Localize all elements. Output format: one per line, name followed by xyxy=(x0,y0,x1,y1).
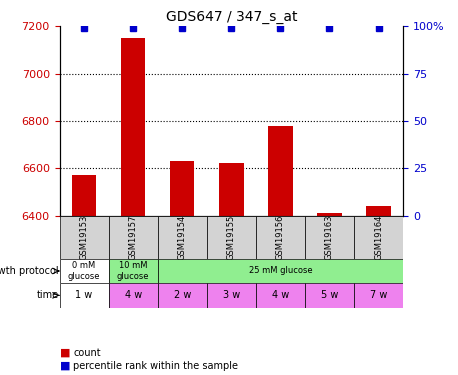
Text: 25 mM glucose: 25 mM glucose xyxy=(249,267,312,276)
Bar xyxy=(366,206,391,216)
FancyBboxPatch shape xyxy=(354,216,403,259)
FancyBboxPatch shape xyxy=(207,216,256,259)
Text: 4 w: 4 w xyxy=(125,290,142,300)
Text: GSM19153: GSM19153 xyxy=(80,214,88,260)
FancyBboxPatch shape xyxy=(109,283,158,308)
Text: 3 w: 3 w xyxy=(223,290,240,300)
Text: 0 mM
glucose: 0 mM glucose xyxy=(68,261,100,281)
Text: GSM19156: GSM19156 xyxy=(276,214,285,260)
Text: GSM19154: GSM19154 xyxy=(178,214,187,260)
Text: time: time xyxy=(37,290,59,300)
Text: ■: ■ xyxy=(60,361,70,370)
FancyBboxPatch shape xyxy=(109,216,158,259)
Text: 1 w: 1 w xyxy=(76,290,93,300)
Text: GSM19157: GSM19157 xyxy=(129,214,138,260)
Title: GDS647 / 347_s_at: GDS647 / 347_s_at xyxy=(165,10,297,24)
Bar xyxy=(72,176,96,216)
Bar xyxy=(219,164,244,216)
Bar xyxy=(170,161,195,216)
FancyBboxPatch shape xyxy=(256,216,305,259)
FancyBboxPatch shape xyxy=(60,283,109,308)
FancyBboxPatch shape xyxy=(109,259,158,283)
FancyBboxPatch shape xyxy=(60,259,109,283)
Text: 5 w: 5 w xyxy=(321,290,338,300)
Text: percentile rank within the sample: percentile rank within the sample xyxy=(73,361,238,370)
FancyBboxPatch shape xyxy=(305,216,354,259)
Text: count: count xyxy=(73,348,101,357)
FancyBboxPatch shape xyxy=(158,283,207,308)
FancyBboxPatch shape xyxy=(60,216,109,259)
Text: GSM19164: GSM19164 xyxy=(374,214,383,260)
Bar xyxy=(268,126,293,216)
FancyBboxPatch shape xyxy=(207,283,256,308)
Bar xyxy=(317,213,342,216)
Text: ■: ■ xyxy=(60,348,70,357)
FancyBboxPatch shape xyxy=(354,283,403,308)
Text: 10 mM
glucose: 10 mM glucose xyxy=(117,261,149,281)
Text: GSM19163: GSM19163 xyxy=(325,214,334,260)
FancyBboxPatch shape xyxy=(158,216,207,259)
Text: 2 w: 2 w xyxy=(174,290,191,300)
Text: growth protocol: growth protocol xyxy=(0,266,59,276)
FancyBboxPatch shape xyxy=(256,283,305,308)
Text: GSM19155: GSM19155 xyxy=(227,214,236,260)
Text: 4 w: 4 w xyxy=(272,290,289,300)
Bar xyxy=(121,38,145,216)
FancyBboxPatch shape xyxy=(158,259,403,283)
Text: 7 w: 7 w xyxy=(370,290,387,300)
FancyBboxPatch shape xyxy=(305,283,354,308)
